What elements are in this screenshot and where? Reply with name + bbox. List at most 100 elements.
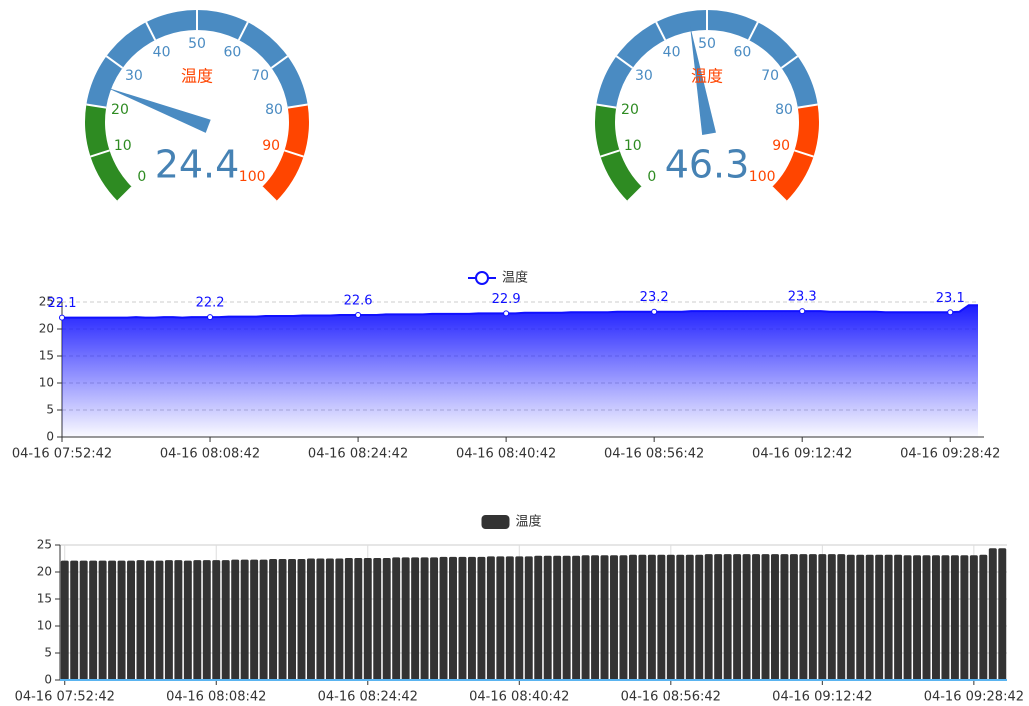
bar — [846, 554, 855, 680]
gauge-tick — [600, 149, 620, 158]
point — [59, 314, 65, 321]
bar — [297, 559, 306, 680]
gauge-band — [595, 104, 642, 202]
bar — [808, 554, 817, 680]
x-tick-label: 04-16 09:28:42 — [900, 447, 1000, 462]
bar — [837, 554, 846, 680]
gauge-tick — [655, 21, 667, 41]
gauge-tick-label: 50 — [188, 36, 206, 52]
bar — [591, 555, 600, 680]
gauge-tick-label: 90 — [772, 138, 790, 154]
gauge-tick-label: 60 — [733, 45, 751, 61]
bar — [572, 555, 581, 680]
bar — [913, 555, 922, 680]
legend-symbol — [481, 515, 510, 529]
bar — [250, 559, 259, 680]
bar — [685, 554, 694, 680]
bar — [354, 557, 363, 680]
bar — [562, 555, 571, 680]
bar — [193, 560, 202, 680]
gauge-tick-label: 80 — [265, 102, 283, 118]
y-tick-label: 10 — [37, 619, 52, 633]
y-tick-label: 0 — [46, 430, 54, 444]
gauge-tick — [105, 55, 124, 69]
bar — [155, 560, 164, 680]
gauge-value: 46.3 — [665, 143, 750, 187]
gauge-tick — [261, 186, 277, 202]
gauge-tick-label: 0 — [137, 169, 146, 185]
bar — [411, 557, 420, 680]
gauge-tick-label: 100 — [239, 169, 266, 185]
x-tick-label: 04-16 08:08:42 — [160, 447, 260, 462]
gauge-tick-label: 90 — [262, 138, 280, 154]
gauge-value: 24.4 — [155, 143, 240, 187]
x-tick-label: 04-16 08:40:42 — [456, 447, 556, 462]
gauge-title: 温度 — [181, 67, 213, 86]
gauge-band — [86, 9, 308, 108]
bar — [998, 548, 1007, 680]
gauge-tick-label: 10 — [624, 138, 642, 154]
gauge-tick-label: 50 — [698, 36, 716, 52]
bar — [458, 556, 467, 680]
bar — [979, 554, 988, 680]
bar — [581, 555, 590, 680]
gauge-band — [772, 104, 820, 202]
gauge-tick — [86, 103, 107, 109]
gauge-tick — [771, 186, 787, 202]
gauge-tick-label: 100 — [749, 169, 776, 185]
bar — [467, 556, 476, 680]
bar — [439, 556, 448, 680]
bar — [202, 560, 211, 680]
bar — [818, 554, 827, 680]
bar — [164, 560, 173, 680]
y-tick-label: 10 — [39, 376, 54, 390]
data-label: 23.1 — [936, 291, 965, 306]
point — [799, 308, 806, 315]
bar — [960, 555, 969, 680]
point — [947, 309, 954, 316]
gauge-tick-label: 80 — [775, 102, 793, 118]
bar — [610, 555, 618, 680]
gauge-pointer — [689, 25, 716, 136]
gauge-tick-label: 70 — [761, 68, 779, 84]
bar — [449, 556, 457, 680]
bar — [666, 554, 675, 680]
y-tick-label: 20 — [39, 322, 54, 336]
area — [62, 305, 978, 437]
gauge-pointer — [105, 87, 211, 133]
bar — [742, 554, 751, 680]
bar — [60, 560, 69, 680]
data-label: 22.6 — [344, 293, 373, 308]
y-tick-label: 25 — [37, 538, 52, 552]
bar — [70, 560, 79, 680]
y-tick-label: 15 — [39, 349, 54, 363]
gauge-tick — [596, 103, 617, 109]
gauge-tick-label: 30 — [125, 68, 143, 84]
line — [62, 304, 978, 319]
bar — [401, 557, 410, 680]
gauge-tick-label: 20 — [111, 102, 129, 118]
gauge-tick — [627, 186, 643, 202]
bar — [496, 556, 505, 680]
bar — [382, 557, 391, 680]
bar — [619, 555, 628, 680]
bar — [875, 554, 884, 680]
gauge-tick-label: 20 — [621, 102, 639, 118]
bar — [894, 554, 903, 680]
bar — [628, 554, 637, 680]
bar — [903, 555, 912, 680]
bar — [988, 548, 997, 680]
bar — [676, 554, 685, 680]
gauge-tick — [287, 103, 308, 109]
bar — [316, 558, 325, 680]
data-label: 23.2 — [640, 290, 669, 305]
bar — [174, 560, 183, 680]
y-tick-label: 25 — [39, 295, 54, 309]
bar — [335, 558, 344, 680]
gauge-tick — [117, 186, 133, 202]
bar — [723, 554, 732, 680]
bar — [430, 557, 439, 680]
bar — [269, 559, 278, 680]
bar — [344, 557, 353, 680]
x-tick-label: 04-16 08:08:42 — [166, 690, 266, 705]
